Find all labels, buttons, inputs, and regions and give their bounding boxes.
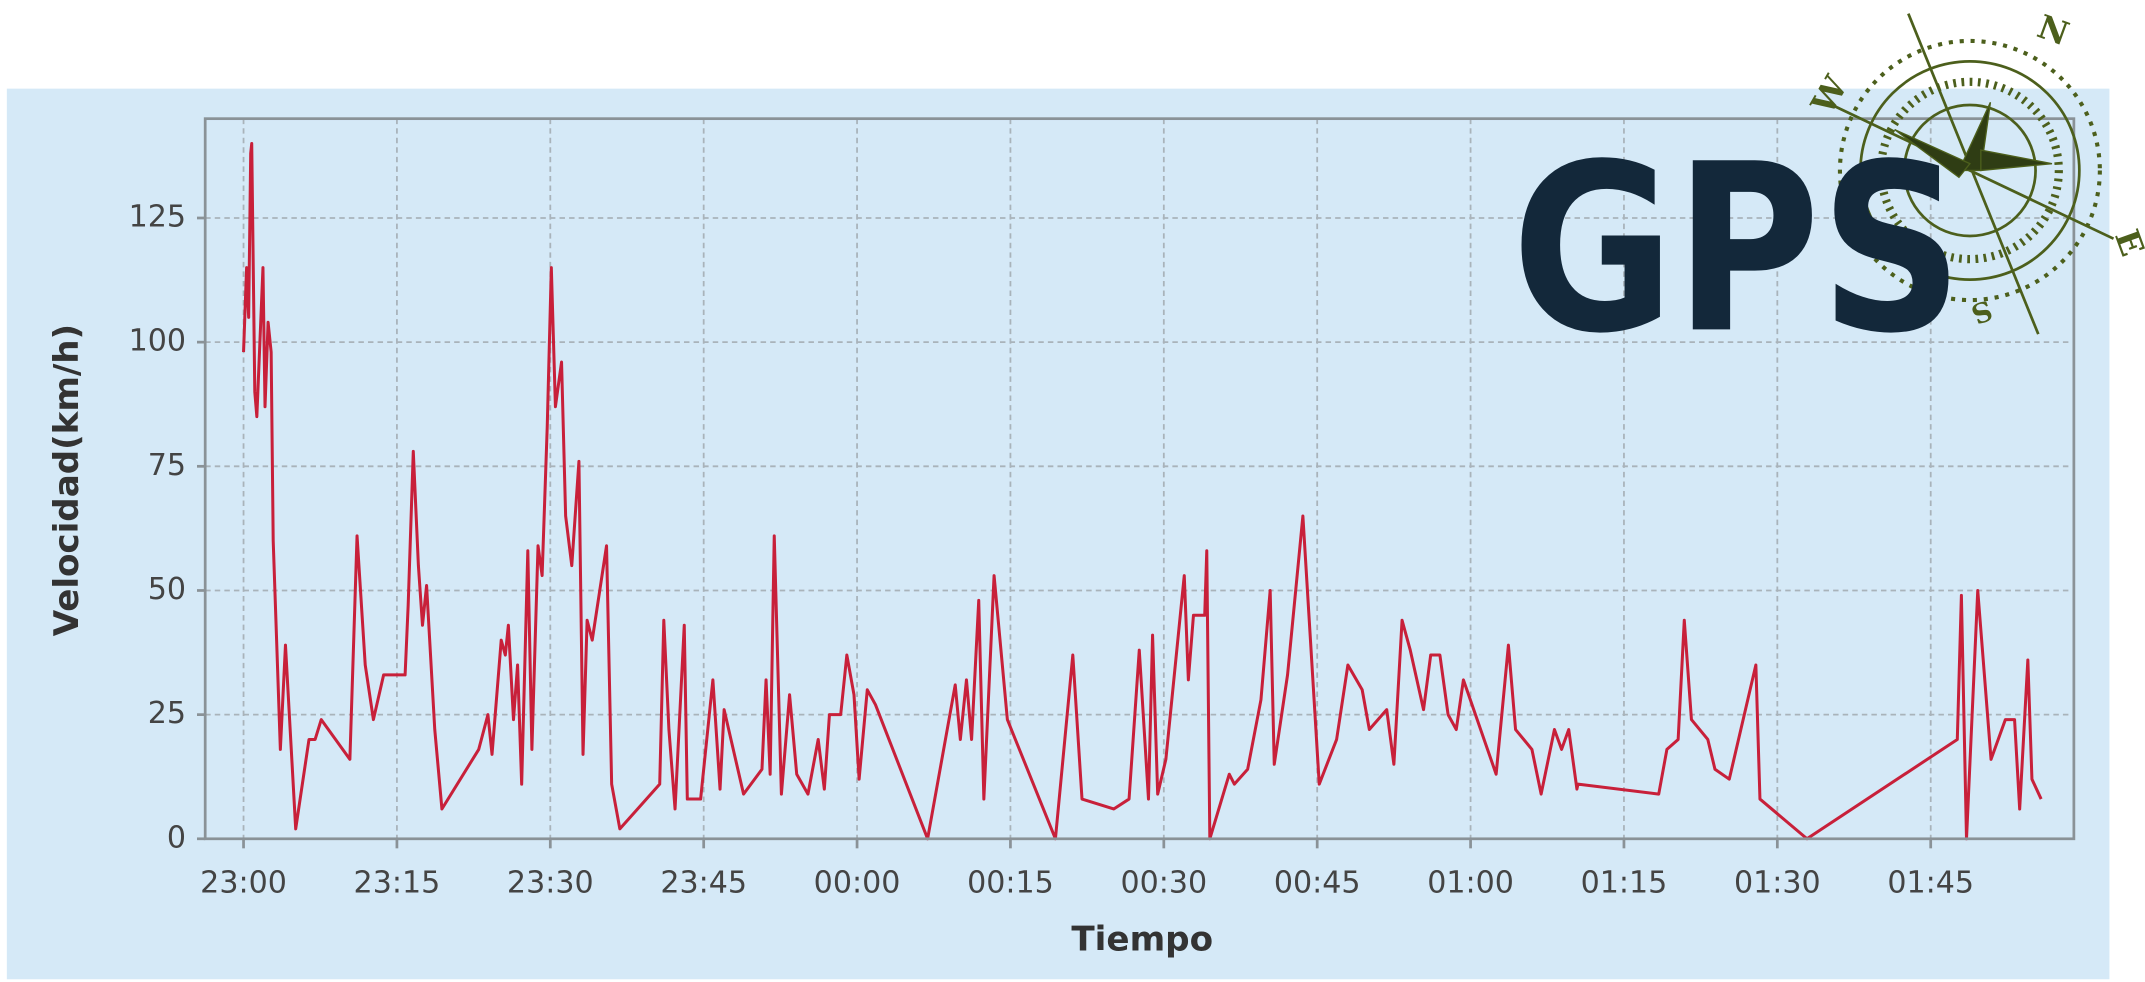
x-axis-title: Tiempo [1071,920,1213,960]
x-tick-label: 00:15 [967,865,1054,900]
x-tick-label: 23:15 [354,865,441,900]
x-tick-label: 00:45 [1274,865,1361,900]
x-tick-label: 23:30 [507,865,594,900]
x-tick-label: 01:00 [1427,865,1514,900]
y-tick-label: 125 [129,200,186,235]
x-tick-label: 01:30 [1734,865,1821,900]
x-tick-label: 23:00 [200,865,287,900]
logo-text: GPS [1512,114,1963,385]
y-tick-label: 50 [148,572,186,607]
compass-letter: N [2032,7,2074,54]
x-tick-label: 01:15 [1581,865,1668,900]
x-tick-label: 00:00 [814,865,901,900]
x-tick-label: 23:45 [660,865,747,900]
page: {"chart_data": {"type": "line", "x_label… [0,0,2145,982]
y-tick-label: 100 [129,324,186,359]
x-tick-label: 01:45 [1887,865,1974,900]
x-tick-label: 00:30 [1120,865,1207,900]
y-tick-label: 75 [148,448,186,483]
compass-letter: E [2107,224,2145,261]
y-tick-label: 0 [167,820,186,855]
y-tick-label: 25 [148,696,186,731]
y-axis-title: Velocidad(km/h) [47,324,87,636]
chart: 0 25 50 75 100 125 23:00 23:15 23:30 23:45 00:00 00… [0,0,2145,982]
